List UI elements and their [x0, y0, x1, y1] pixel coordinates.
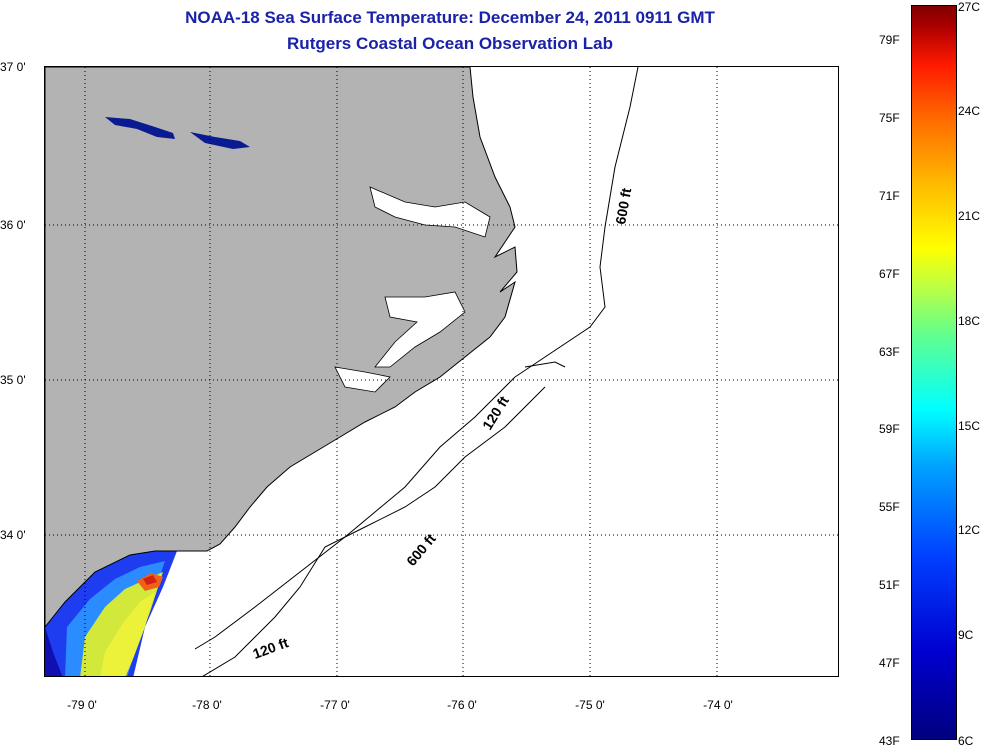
lat-label-35: 35 0'	[0, 373, 26, 387]
sst-swath	[45, 551, 177, 676]
colorbar-f-75: 75F	[879, 111, 900, 125]
lon-label-75: -75 0'	[575, 698, 605, 712]
map-title: NOAA-18 Sea Surface Temperature: Decembe…	[185, 8, 715, 27]
contour-label-120-mid: 120 ft	[479, 393, 512, 433]
lon-label-76: -76 0'	[447, 698, 477, 712]
colorbar-c-6: 6C	[958, 734, 974, 748]
lat-label-37: 37 0'	[0, 60, 26, 74]
lon-label-79: -79 0'	[67, 698, 97, 712]
colorbar-f-43: 43F	[879, 734, 900, 748]
colorbar-c-27: 27C	[958, 0, 981, 14]
lon-label-78: -78 0'	[192, 698, 222, 712]
colorbar-c-9: 9C	[958, 628, 974, 642]
colorbar-c-12: 12C	[958, 523, 981, 537]
map-subtitle: Rutgers Coastal Ocean Observation Lab	[287, 34, 613, 53]
contour-label-600-north: 600 ft	[612, 186, 634, 225]
contour-label-600-south: 600 ft	[403, 530, 439, 569]
colorbar-f-47: 47F	[879, 656, 900, 670]
colorbar-f-59: 59F	[879, 422, 900, 436]
land-mass	[45, 67, 518, 628]
colorbar-c-18: 18C	[958, 314, 981, 328]
colorbar-f-55: 55F	[879, 500, 900, 514]
sst-map[interactable]: 600 ft 120 ft 600 ft 120 ft	[44, 66, 839, 677]
colorbar-f-67: 67F	[879, 267, 900, 281]
colorbar-c-15: 15C	[958, 419, 981, 433]
map-canvas: 600 ft 120 ft 600 ft 120 ft	[45, 67, 838, 676]
lon-label-74: -74 0'	[703, 698, 733, 712]
colorbar-f-71: 71F	[879, 189, 900, 203]
graticule	[45, 67, 838, 676]
temperature-colorbar	[911, 5, 957, 740]
lat-label-36: 36 0'	[0, 218, 26, 232]
colorbar-f-51: 51F	[879, 578, 900, 592]
colorbar-c-24: 24C	[958, 104, 981, 118]
lon-label-77: -77 0'	[320, 698, 350, 712]
colorbar-f-79: 79F	[879, 33, 900, 47]
colorbar-c-21: 21C	[958, 209, 981, 223]
contour-label-120-south: 120 ft	[251, 634, 291, 662]
sounds	[334, 186, 491, 393]
colorbar-f-63: 63F	[879, 345, 900, 359]
inland-rivers	[105, 117, 250, 149]
lat-label-34: 34 0'	[0, 528, 26, 542]
